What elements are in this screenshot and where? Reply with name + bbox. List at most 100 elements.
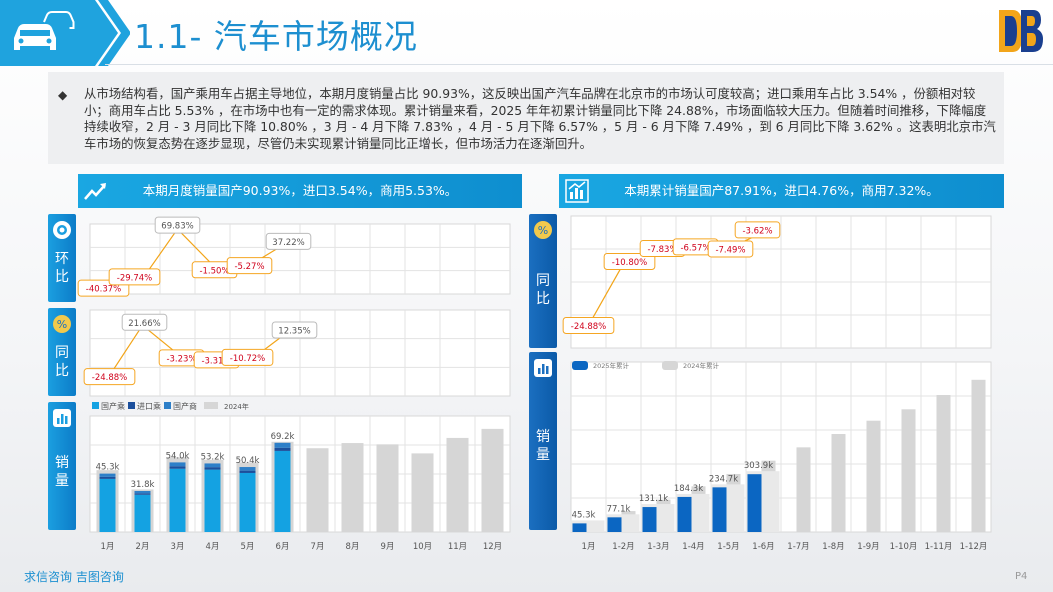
legend-swatch [662, 361, 678, 370]
bar-2025-cumulative [572, 523, 587, 532]
x-tick-label: 1月 [101, 542, 115, 552]
page-number: P4 [1015, 571, 1028, 582]
bar-2024-cumulative [901, 409, 916, 532]
bullet-icon: ◆ [58, 88, 68, 102]
data-label: -1.50% [199, 266, 229, 276]
data-label: -6.57% [680, 243, 710, 253]
page-title: 1.1- 汽车市场概况 [134, 17, 418, 56]
x-tick-label: 1-2月 [612, 542, 634, 552]
data-label-box [226, 257, 273, 275]
side-label-r-tongbi: % 同 比 [529, 214, 557, 348]
target-icon [53, 221, 71, 239]
bar-2024 [446, 437, 469, 532]
chart-grid [570, 361, 992, 533]
legend-swatch [164, 402, 171, 409]
bar-chart-icon [565, 179, 589, 203]
x-tick-label: 1-9月 [857, 542, 879, 552]
x-tick-label: 1-7月 [787, 542, 809, 552]
x-tick-label: 7月 [311, 542, 325, 552]
data-label: -7.49% [715, 245, 745, 255]
bar-highlight [570, 520, 605, 532]
legend-label: 国产乘 [101, 401, 125, 411]
x-tick-label: 6月 [276, 542, 290, 552]
bar-import-passenger [169, 466, 186, 469]
side-label-text: 销 量 [55, 455, 69, 489]
summary-box [48, 72, 1004, 164]
side-label-r-xiaoliang: 销 量 [529, 352, 557, 530]
bar-domestic-passenger [239, 472, 256, 532]
bar-chart-icon [534, 359, 552, 377]
side-label-huanbi: 环 比 [48, 214, 76, 302]
data-label-box [154, 216, 201, 234]
data-label: -24.88% [92, 373, 127, 383]
x-tick-label: 8月 [346, 542, 360, 552]
x-tick-label: 2月 [136, 542, 150, 552]
data-label-box [221, 348, 274, 366]
header-arrow [0, 0, 130, 66]
legend-swatch [92, 402, 99, 409]
bar-domestic-passenger [274, 450, 291, 532]
x-tick-label: 3月 [171, 542, 185, 552]
cumulative-banner: 本期累计销量国产87.91%，进口4.76%，商用7.32%。 [559, 174, 1004, 208]
side-label-xiaoliang: 销 量 [48, 402, 76, 530]
percent-icon: % [53, 315, 71, 333]
bar-2024-cumulative [936, 395, 951, 532]
x-tick-label: 1-4月 [682, 542, 704, 552]
legend-label: 2025年累计 [593, 361, 630, 370]
svg-text:%: % [57, 318, 67, 331]
bar-value-label: 303.9k [744, 461, 773, 471]
bar-import-passenger [204, 467, 221, 470]
data-label-box [562, 316, 615, 334]
bar-domestic-commercial [204, 463, 221, 468]
bar-2024-cumulative [796, 447, 811, 532]
bar-2024 [411, 453, 434, 532]
x-tick-label: 5月 [241, 542, 255, 552]
x-tick-label: 11月 [448, 542, 467, 552]
side-label-text: 同 比 [536, 273, 550, 307]
data-label-box [108, 268, 161, 286]
bar-domestic-commercial [99, 473, 116, 477]
x-tick-label: 4月 [206, 542, 220, 552]
bar-value-label: 184.3k [674, 484, 703, 494]
chart-grid [89, 415, 511, 533]
x-tick-label: 10月 [413, 542, 432, 552]
bar-2025-cumulative [677, 496, 692, 532]
summary-text: 从市场结构看，国产乘用车占据主导地位，本期月度销量占比 90.93%，这反映出国… [84, 86, 996, 151]
data-label: -3.31% [201, 356, 231, 366]
bar-2025-cumulative [607, 517, 622, 532]
percent-icon: % [534, 221, 552, 239]
legend-label: 进口乘 [137, 401, 161, 411]
data-label-box [734, 221, 781, 239]
x-tick-label: 1月 [582, 542, 596, 552]
header-divider [105, 64, 1053, 65]
data-label-box [121, 313, 168, 331]
bar-value-label: 45.3k [572, 510, 596, 520]
x-tick-label: 1-6月 [752, 542, 774, 552]
bar-2024-cumulative [831, 434, 846, 532]
x-tick-label: 9月 [381, 542, 395, 552]
data-label: 21.66% [128, 319, 160, 329]
x-tick-label: 1-8月 [822, 542, 844, 552]
bar-2024 [481, 428, 504, 532]
bar-value-label: 69.2k [271, 432, 295, 442]
side-label-tongbi: % 同 比 [48, 308, 76, 396]
bar-2025-cumulative [642, 507, 657, 532]
bar-value-label: 54.0k [166, 451, 190, 461]
data-label: -3.23% [166, 354, 196, 364]
bar-value-label: 53.2k [201, 452, 225, 462]
side-label-text: 销 量 [536, 429, 550, 463]
x-tick-label: 1-10月 [890, 542, 918, 552]
legend-label: 国产商 [173, 401, 197, 411]
bar-2024 [341, 443, 364, 532]
legend-swatch [572, 361, 588, 370]
bar-domestic-passenger [134, 494, 151, 532]
data-label-box [707, 240, 754, 258]
side-label-text: 环 比 [55, 251, 69, 285]
cumulative-banner-text: 本期累计销量国产87.91%，进口4.76%，商用7.32%。 [624, 183, 939, 198]
legend-label: 2024年 [224, 402, 249, 411]
bar-value-label: 50.4k [236, 456, 260, 466]
monthly-banner: 本期月度销量国产90.93%，进口3.54%，商用5.53%。 [78, 174, 522, 208]
bar-value-label: 45.3k [96, 463, 120, 473]
bar-2024-cumulative [866, 420, 881, 532]
bar-2025-cumulative [747, 474, 762, 532]
